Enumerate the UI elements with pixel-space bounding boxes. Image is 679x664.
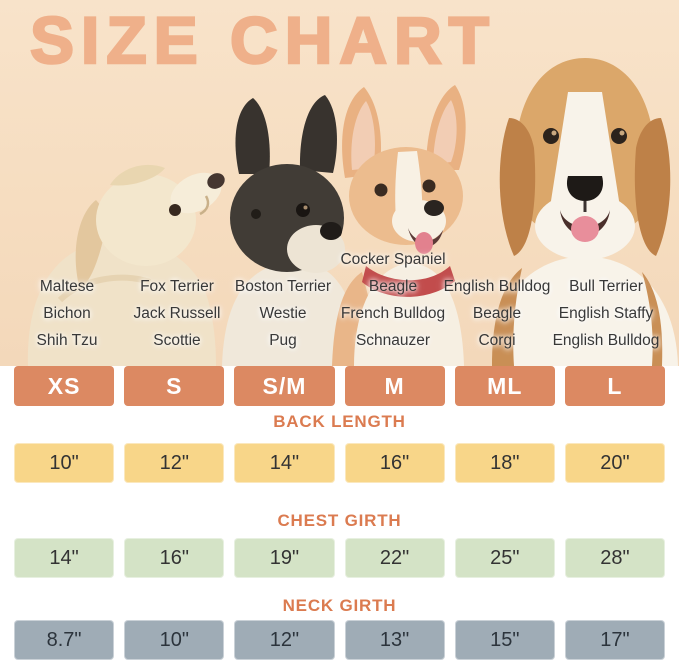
- breed-column-m: Cocker Spaniel Beagle French Bulldog Sch…: [336, 246, 450, 354]
- corgi-photo: [332, 85, 466, 366]
- breed-name: Corgi: [478, 332, 516, 349]
- chest-girth-value: 14": [14, 538, 115, 578]
- beagle-photo: [492, 58, 678, 366]
- breed-column-xs: Maltese Bichon Shih Tzu: [14, 273, 120, 354]
- breed-name: English Bulldog: [443, 278, 551, 295]
- neck-girth-row: 8.7" 10" 12" 13" 15" 17": [14, 620, 666, 660]
- chest-girth-row: 14" 16" 19" 22" 25" 28": [14, 538, 666, 578]
- breed-column-ml: English Bulldog Beagle Corgi: [441, 273, 553, 354]
- size-header-row: XS S S/M M ML L: [14, 366, 666, 406]
- size-cell-m: M: [344, 366, 445, 406]
- chest-girth-value: 22": [344, 538, 445, 578]
- neck-girth-value: 10": [124, 620, 225, 660]
- breed-name: Pug: [269, 332, 297, 349]
- breed-name: Bull Terrier: [569, 278, 643, 295]
- back-length-row: 10" 12" 14" 16" 18" 20": [14, 443, 666, 483]
- breed-name: Westie: [259, 305, 307, 322]
- breed-name: Scottie: [153, 332, 201, 349]
- fluffy-maltese-photo: [27, 164, 225, 366]
- breed-name: English Bulldog: [552, 332, 660, 349]
- french-bulldog-photo: [222, 95, 360, 366]
- breed-column-l: Bull Terrier English Staffy English Bull…: [547, 273, 665, 354]
- neck-girth-value: 17": [564, 620, 666, 660]
- size-cell-xs: XS: [14, 366, 115, 406]
- hero-photo-area: SIZE CHART: [0, 0, 679, 366]
- size-cell-l: L: [564, 366, 666, 406]
- back-length-value: 10": [14, 443, 115, 483]
- breed-name: Beagle: [368, 278, 418, 295]
- breed-column-s: Fox Terrier Jack Russell Scottie: [124, 273, 230, 354]
- neck-girth-value: 15": [454, 620, 555, 660]
- back-length-value: 14": [234, 443, 335, 483]
- chest-girth-value: 28": [564, 538, 666, 578]
- breed-name: Maltese: [39, 278, 95, 295]
- breed-name: Jack Russell: [133, 305, 221, 322]
- breed-name: Bichon: [43, 305, 91, 322]
- neck-girth-label: NECK GIRTH: [282, 596, 397, 615]
- size-table: XS S S/M M ML L BACK LENGTH 10" 12" 14" …: [0, 366, 679, 660]
- page-title: SIZE CHART: [29, 2, 496, 79]
- breed-name: Beagle: [472, 305, 522, 322]
- size-cell-ml: ML: [454, 366, 555, 406]
- back-length-value: 18": [454, 443, 555, 483]
- back-length-value: 16": [344, 443, 445, 483]
- breed-name: Fox Terrier: [140, 278, 214, 295]
- back-length-label: BACK LENGTH: [273, 412, 406, 431]
- size-cell-sm: S/M: [234, 366, 335, 406]
- chest-girth-label: CHEST GIRTH: [277, 511, 402, 530]
- back-length-value: 20": [564, 443, 666, 483]
- breed-name: French Bulldog: [340, 305, 446, 322]
- neck-girth-value: 8.7": [14, 620, 115, 660]
- breed-name: Shih Tzu: [36, 332, 98, 349]
- chest-girth-value: 19": [234, 538, 335, 578]
- breed-column-sm: Boston Terrier Westie Pug: [230, 273, 336, 354]
- neck-girth-value: 13": [344, 620, 445, 660]
- size-cell-s: S: [124, 366, 225, 406]
- breed-name: Cocker Spaniel: [340, 251, 446, 268]
- breed-name: Schnauzer: [355, 332, 431, 349]
- neck-girth-value: 12": [234, 620, 335, 660]
- back-length-value: 12": [124, 443, 225, 483]
- chest-girth-value: 16": [124, 538, 225, 578]
- dog-photos-illustration: [27, 58, 678, 366]
- breed-name: English Staffy: [558, 305, 654, 322]
- chest-girth-value: 25": [454, 538, 555, 578]
- breed-name: Boston Terrier: [234, 278, 332, 295]
